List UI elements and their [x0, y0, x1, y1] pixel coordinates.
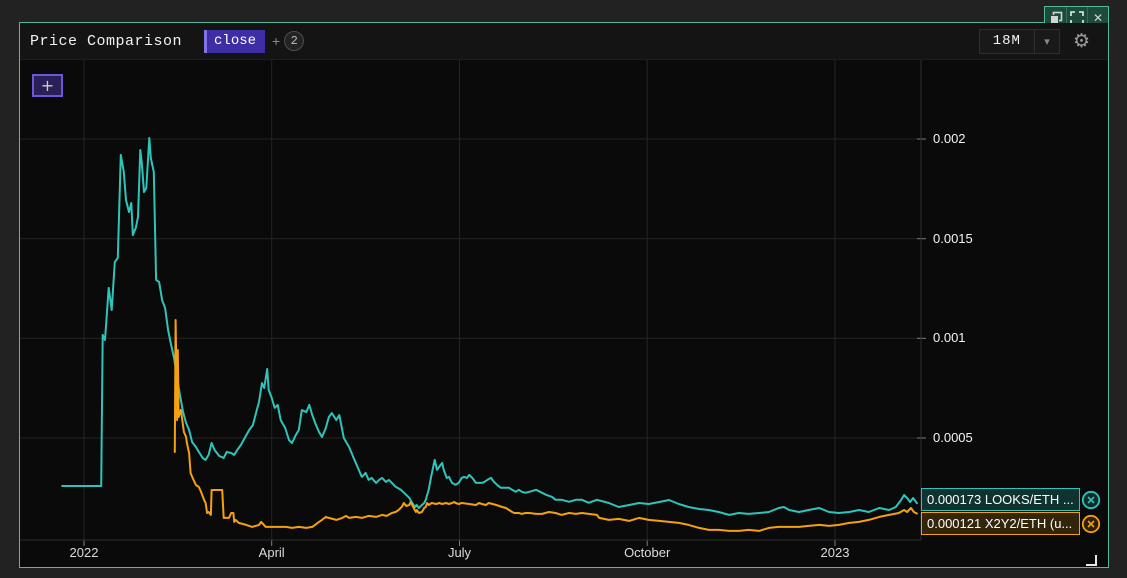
field-badge-close[interactable]: close	[204, 29, 266, 53]
y-axis-tick-label: 0.001	[933, 330, 966, 346]
price-comparison-window: ✕ Price Comparison close + 2 18M ▾ ⚙ 202…	[19, 6, 1109, 568]
y-axis-tick-label: 0.002	[933, 130, 966, 146]
y-axis[interactable]	[922, 60, 1108, 540]
chevron-down-icon[interactable]: ▾	[1033, 29, 1059, 53]
series-line-looks-eth	[61, 137, 918, 516]
remove-looks-series-button[interactable]	[1081, 490, 1101, 510]
interval-value: 18M	[992, 33, 1021, 49]
fullscreen-button[interactable]	[1066, 7, 1087, 28]
add-series-button[interactable]: +	[32, 74, 63, 97]
compare-plus-icon: +	[272, 33, 281, 49]
window-title: Price Comparison	[30, 32, 183, 50]
x-axis[interactable]	[20, 540, 922, 568]
close-window-button[interactable]: ✕	[1087, 7, 1108, 28]
price-tag-x2y2[interactable]: 0.000121 X2Y2/ETH (u...	[921, 512, 1080, 535]
gear-icon[interactable]: ⚙	[1072, 29, 1090, 52]
series-line-x2y2-eth	[173, 319, 918, 532]
close-icon: ✕	[1092, 10, 1104, 25]
circle-close-icon	[1081, 514, 1101, 534]
x-axis-tick-label: 2023	[820, 545, 850, 560]
x-axis-tick-label: 2022	[69, 545, 99, 560]
circle-close-icon	[1081, 490, 1101, 510]
price-tag-x2y2-label: 0.000121 X2Y2/ETH (u...	[927, 516, 1073, 531]
fullscreen-icon	[1070, 10, 1084, 25]
x-axis-tick-label: July	[447, 545, 472, 560]
interval-dropdown[interactable]: 18M ▾	[978, 28, 1060, 54]
chart-canvas[interactable]	[20, 23, 1108, 567]
x-axis-tick-label: October	[624, 545, 671, 560]
titlebar: Price Comparison close + 2 18M ▾ ⚙	[20, 23, 1108, 60]
y-axis-tick-label: 0.0005	[933, 430, 973, 445]
price-tag-looks[interactable]: 0.000173 LOOKS/ETH ...	[921, 488, 1080, 511]
compare-count-badge[interactable]: 2	[284, 31, 305, 51]
y-axis-tick-label: 0.0015	[933, 230, 973, 246]
remove-x2y2-series-button[interactable]	[1081, 514, 1101, 534]
resize-handle-icon[interactable]	[1086, 555, 1097, 566]
price-tag-looks-label: 0.000173 LOOKS/ETH ...	[927, 492, 1074, 507]
x-axis-tick-label: April	[258, 545, 285, 560]
